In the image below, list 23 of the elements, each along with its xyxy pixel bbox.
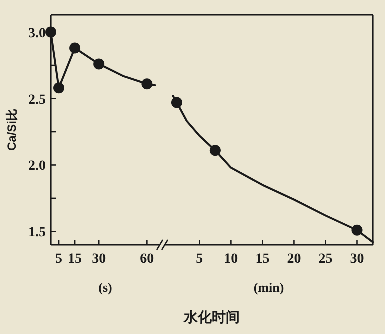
y-tick-label: 3.0 bbox=[28, 26, 46, 42]
x-tick-label: 30 bbox=[350, 252, 364, 267]
point bbox=[54, 82, 65, 94]
x-tick-label: 15 bbox=[68, 252, 82, 267]
y-tick-label: 1.5 bbox=[28, 226, 46, 241]
x-axis-title: (s) bbox=[98, 280, 112, 295]
point bbox=[46, 26, 56, 38]
y-tick-label: 2.0 bbox=[28, 159, 46, 174]
x-tick-label: 20 bbox=[287, 252, 302, 267]
x-tick-label: 5 bbox=[196, 252, 204, 267]
y-tick-label: 2.5 bbox=[28, 92, 46, 108]
point bbox=[70, 42, 81, 54]
x-tick-label: 10 bbox=[224, 252, 238, 267]
y-axis-title: Ca/Si比 bbox=[5, 108, 19, 152]
x-axis-title: (min) bbox=[254, 280, 284, 295]
text: 水化时间 bbox=[183, 309, 240, 325]
x-tick-label: 30 bbox=[92, 252, 106, 267]
x-tick-label: 5 bbox=[56, 252, 63, 267]
point bbox=[142, 78, 153, 90]
x-tick-label: 25 bbox=[318, 252, 333, 267]
x-tick-label: 15 bbox=[256, 252, 270, 267]
point bbox=[94, 58, 105, 70]
x-tick-label: 60 bbox=[140, 252, 154, 267]
